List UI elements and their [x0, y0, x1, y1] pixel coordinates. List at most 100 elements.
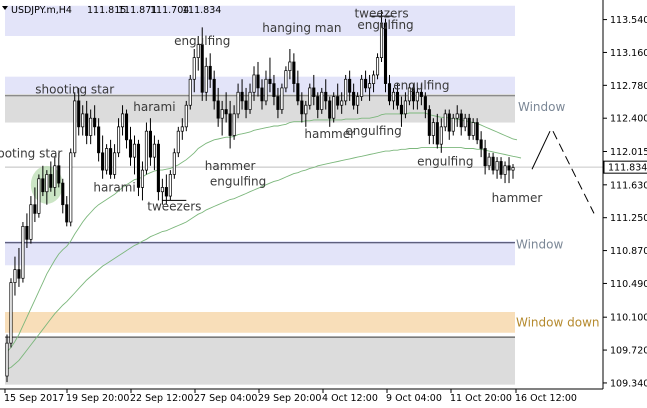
- candle-56: [228, 100, 232, 149]
- candle-body: [439, 126, 443, 145]
- candle-48: [196, 36, 200, 71]
- zone-blue-0: [5, 5, 515, 37]
- candle-body: [105, 148, 109, 171]
- candle-83: [336, 83, 340, 110]
- candle-116: [467, 113, 471, 140]
- zone-orange-4: [5, 312, 515, 333]
- candle-body: [467, 117, 471, 136]
- candle-55: [224, 92, 228, 123]
- candle-2: [13, 256, 17, 296]
- pattern-label-8: hanging man: [262, 21, 341, 35]
- candle-94: [379, 10, 384, 62]
- candle-126: [507, 157, 511, 184]
- candles-layer: [5, 10, 515, 383]
- candle-body: [332, 96, 336, 119]
- candle-body: [336, 96, 340, 106]
- candle-body: [272, 83, 276, 97]
- projection-up-line: [531, 130, 551, 170]
- candle-body: [503, 165, 507, 175]
- candle-68: [276, 87, 280, 119]
- symbol-dropdown-icon: [2, 6, 8, 10]
- candle-5: [25, 213, 29, 248]
- candle-body: [57, 165, 61, 184]
- pattern-label-0: shooting star: [0, 147, 62, 161]
- x-tick-label: 22 Sep 12:00: [130, 393, 193, 404]
- pattern-label-14: engulfing: [417, 154, 473, 168]
- ma-slow-line: [6, 147, 522, 370]
- candle-body: [172, 152, 176, 175]
- ohlc-high: 111.871: [118, 5, 157, 16]
- candle-body: [288, 61, 292, 71]
- candle-16: [69, 148, 73, 227]
- candle-body: [117, 126, 121, 154]
- candle-70: [284, 66, 288, 93]
- candle-10: [45, 170, 49, 205]
- candle-42: [172, 148, 176, 179]
- candle-body: [260, 87, 264, 102]
- candle-8: [37, 174, 41, 218]
- window-label-lower: Window: [516, 238, 564, 252]
- candle-body: [252, 74, 256, 93]
- ohlc-close: 111.834: [182, 5, 221, 16]
- x-tick-label: 27 Sep 04:00: [194, 393, 257, 404]
- candle-body: [411, 87, 415, 102]
- candle-111: [447, 109, 451, 140]
- candle-95: [383, 18, 388, 93]
- y-tick-label: 109.340: [610, 378, 647, 389]
- pattern-label-2: harami: [93, 180, 135, 194]
- candle-4: [21, 222, 25, 283]
- candle-103: [415, 87, 419, 110]
- candle-90: [364, 70, 368, 93]
- candle-body: [232, 113, 236, 136]
- candle-127: [511, 164, 515, 179]
- candle-6: [29, 196, 33, 244]
- candle-body: [45, 174, 49, 193]
- candle-74: [300, 92, 304, 123]
- candle-108: [435, 113, 439, 149]
- candle-65: [264, 70, 268, 106]
- candle-body: [463, 117, 467, 128]
- candle-body: [379, 22, 384, 58]
- candle-body: [248, 91, 252, 110]
- candle-body: [316, 96, 320, 110]
- candle-body: [144, 130, 148, 171]
- pattern-label-3: harami: [133, 100, 175, 114]
- candle-body: [292, 61, 296, 84]
- candle-64: [260, 79, 264, 110]
- candle-body: [204, 65, 208, 93]
- candle-body: [427, 109, 431, 136]
- candle-27: [113, 144, 117, 179]
- candle-115: [463, 113, 467, 132]
- candle-body: [383, 22, 388, 84]
- y-tick-label: 111.630: [610, 180, 647, 191]
- candle-38: [156, 139, 160, 201]
- candle-41: [168, 170, 172, 201]
- candle-body: [140, 169, 145, 188]
- window-down-label: Window down: [516, 315, 600, 329]
- candle-body: [132, 143, 137, 158]
- y-tick-label: 110.490: [610, 279, 647, 290]
- candle-body: [300, 100, 304, 115]
- ohlc-low: 111.704: [150, 5, 189, 16]
- candle-98: [395, 83, 400, 110]
- candle-12: [53, 157, 57, 197]
- candle-body: [284, 70, 288, 89]
- candle-body: [364, 78, 368, 89]
- candle-87: [352, 83, 356, 110]
- candle-101: [407, 83, 411, 106]
- candle-body: [73, 100, 77, 154]
- candle-body: [443, 113, 447, 128]
- candle-72: [292, 53, 296, 93]
- candle-91: [368, 74, 372, 101]
- candle-body: [53, 165, 57, 188]
- candle-body: [256, 74, 260, 89]
- candle-body: [447, 113, 451, 132]
- zone-blue-1: [5, 76, 515, 100]
- candle-body: [276, 96, 280, 110]
- candle-28: [117, 118, 121, 158]
- candle-19: [81, 105, 85, 136]
- candle-77: [312, 74, 316, 106]
- candle-40: [164, 174, 168, 205]
- candle-body: [491, 156, 495, 171]
